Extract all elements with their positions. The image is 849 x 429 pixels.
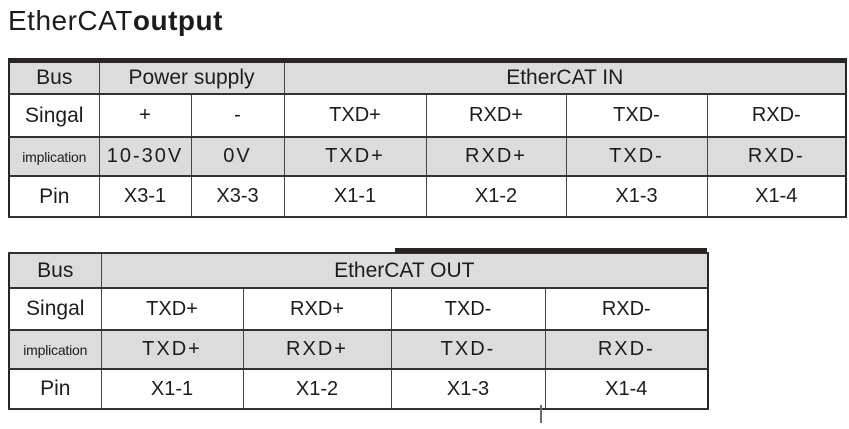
row-label-signal: Singal: [8, 287, 102, 331]
table-in-ethercat-in-header-cell: EtherCAT IN: [283, 59, 847, 95]
pin-cell: X1-4: [544, 368, 709, 410]
pin-cell: X1-3: [565, 175, 708, 218]
signal-cell: RXD+: [242, 287, 392, 331]
signal-cell: -: [190, 93, 285, 138]
scan-artifact-vertical-line: [540, 405, 542, 423]
page-title-regular: EtherCAT: [8, 5, 133, 36]
signal-cell: TXD+: [283, 93, 427, 138]
table-out-pin-row: Pin X1-1 X1-2 X1-3 X1-4: [8, 368, 709, 410]
pin-cell: X1-2: [242, 368, 392, 410]
pin-cell: X1-3: [390, 368, 546, 410]
table-ethercat-out: Bus EtherCAT OUT Singal TXD+ RXD+ TXD- R…: [8, 252, 710, 410]
table-out-bus-header-cell: Bus: [8, 252, 102, 289]
table-out-implication-row: implication TXD+ RXD+ TXD- RXD-: [8, 329, 709, 370]
implication-cell: TXD+: [100, 329, 244, 370]
implication-cell: TXD-: [390, 329, 546, 370]
implication-cell: TXD+: [283, 136, 427, 177]
implication-cell: RXD-: [544, 329, 709, 370]
signal-cell: RXD-: [544, 287, 709, 331]
signal-cell: RXD+: [425, 93, 567, 138]
implication-cell: 10-30V: [98, 136, 192, 177]
implication-cell: RXD+: [242, 329, 392, 370]
table-ethercat-in: Bus Power supply EtherCAT IN Singal + - …: [8, 58, 848, 218]
row-label-implication: implication: [8, 329, 102, 370]
pin-cell: X1-2: [425, 175, 567, 218]
implication-cell: RXD+: [425, 136, 567, 177]
table-in-power-supply-header-cell: Power supply: [98, 59, 285, 95]
page-title: EtherCAToutput: [8, 5, 223, 37]
implication-cell: RXD-: [706, 136, 847, 177]
table-in-signal-row: Singal + - TXD+ RXD+ TXD- RXD-: [8, 93, 847, 138]
table-in-pin-row: Pin X3-1 X3-3 X1-1 X1-2 X1-3 X1-4: [8, 175, 847, 218]
table-out-header-row: Bus EtherCAT OUT: [8, 252, 709, 289]
pin-cell: X3-1: [98, 175, 192, 218]
table-out-ethercat-out-header-cell: EtherCAT OUT: [100, 252, 709, 289]
table-in-implication-row: implication 10-30V 0V TXD+ RXD+ TXD- RXD…: [8, 136, 847, 177]
signal-cell: +: [98, 93, 192, 138]
table-out-signal-row: Singal TXD+ RXD+ TXD- RXD-: [8, 287, 709, 331]
row-label-implication: implication: [8, 136, 100, 177]
table-in-bus-header-cell: Bus: [8, 59, 100, 95]
row-label-pin: Pin: [8, 368, 102, 410]
implication-cell: TXD-: [565, 136, 708, 177]
page-title-bold: output: [132, 5, 223, 36]
signal-cell: TXD-: [565, 93, 708, 138]
signal-cell: TXD-: [390, 287, 546, 331]
signal-cell: TXD+: [100, 287, 244, 331]
signal-cell: RXD-: [706, 93, 847, 138]
pin-cell: X1-1: [100, 368, 244, 410]
pin-cell: X1-4: [706, 175, 847, 218]
pin-cell: X3-3: [190, 175, 285, 218]
pin-cell: X1-1: [283, 175, 427, 218]
implication-cell: 0V: [190, 136, 285, 177]
table-in-header-row: Bus Power supply EtherCAT IN: [8, 59, 847, 95]
row-label-pin: Pin: [8, 175, 100, 218]
row-label-signal: Singal: [8, 93, 100, 138]
scan-artifact-thick-top-border: [395, 248, 707, 253]
